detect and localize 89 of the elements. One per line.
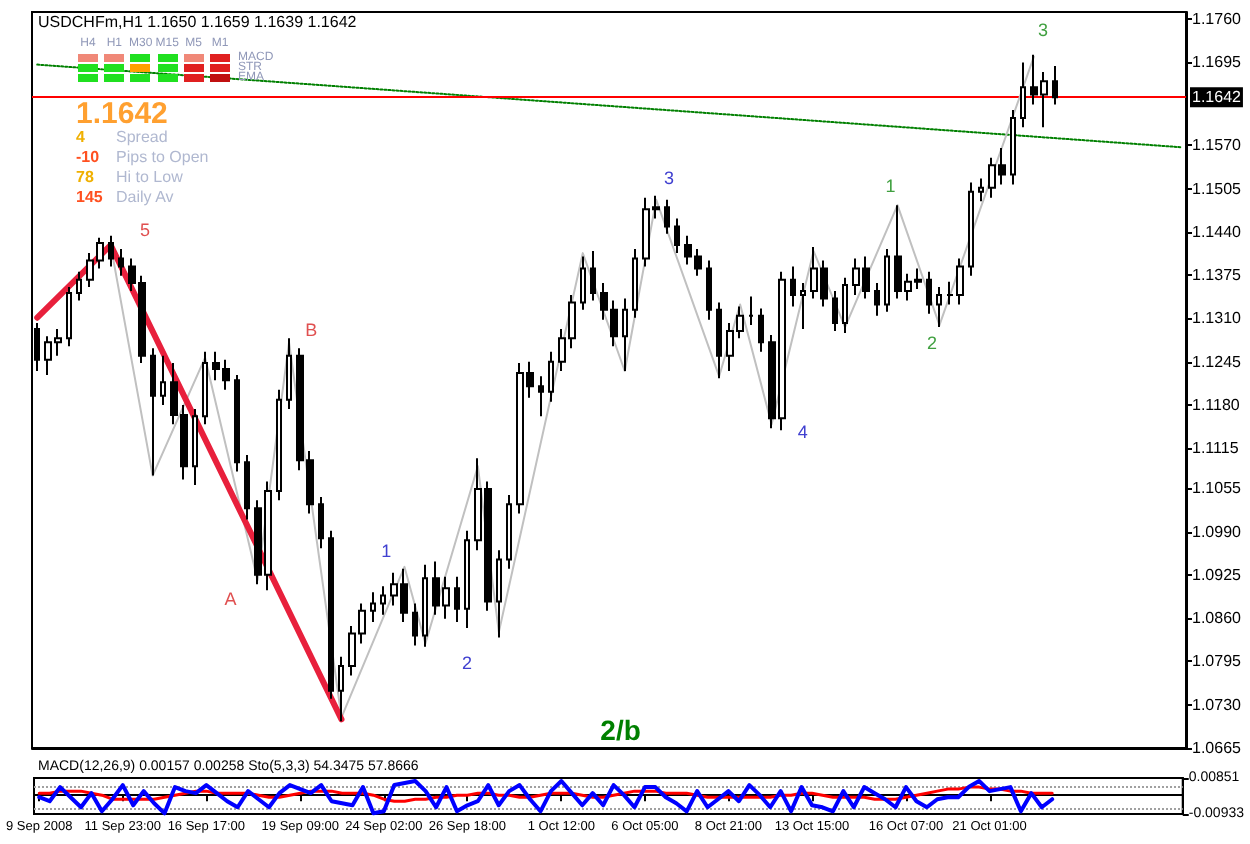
y-tick-label: 1.1055 (1192, 479, 1243, 498)
candlestick (580, 255, 586, 311)
y-tick-label: 1.1180 (1192, 395, 1241, 414)
candlestick (884, 248, 890, 313)
annotation: Hi to Low (116, 168, 183, 186)
candlestick (234, 374, 240, 473)
candlestick (150, 347, 156, 477)
annotation: Spread (116, 128, 168, 146)
annotation: Daily Av (116, 188, 174, 206)
candlestick (380, 585, 386, 616)
candlestick (422, 563, 428, 648)
candlestick (118, 248, 124, 277)
line-series (37, 779, 1055, 816)
candlestick (936, 286, 942, 329)
candlestick (318, 495, 324, 550)
y-tick-label: 1.0990 (1192, 522, 1243, 541)
annotation: 2 (927, 333, 938, 354)
candlestick (1052, 64, 1058, 106)
candlestick (664, 198, 670, 235)
candlestick (632, 248, 638, 319)
candlestick (706, 259, 712, 321)
candlestick (758, 307, 764, 353)
chart-title: USDCHFm,H1 1.1650 1.1659 1.1639 1.1642 (38, 13, 358, 31)
y-tick-label: 1.1760 (1192, 9, 1243, 28)
annotation: 4 (797, 422, 808, 443)
candlestick (108, 234, 114, 268)
candlestick (76, 270, 82, 302)
y-tick-label: 1.0730 (1192, 695, 1243, 714)
candlestick (496, 549, 502, 639)
candlestick (454, 575, 460, 624)
y-tick-label: 1.0795 (1192, 652, 1243, 671)
candlestick (800, 282, 806, 331)
candlestick (674, 217, 680, 255)
y-tick-label: 1.0665 (1192, 739, 1243, 757)
annotation: 78 (76, 168, 94, 186)
candlestick (244, 453, 250, 521)
ref-line-label: 1.1642 (1192, 88, 1243, 107)
candlestick (1010, 108, 1016, 186)
y-tick-label: 1.1310 (1192, 309, 1243, 328)
candlestick (978, 177, 984, 203)
candlestick (286, 337, 292, 410)
candlestick (748, 295, 754, 327)
y-tick-label: 1.1375 (1192, 266, 1243, 285)
line-series (37, 785, 1054, 803)
y-tick-label: 1.1440 (1192, 222, 1243, 241)
y-tick-label: 1.1245 (1192, 352, 1243, 371)
y-tick-label: 1.0925 (1192, 565, 1243, 584)
annotation: Pips to Open (116, 148, 209, 166)
candlestick (192, 407, 198, 486)
candlestick (716, 301, 722, 380)
annotation: -10 (76, 148, 100, 166)
candlestick (842, 276, 848, 335)
annotation: 1 (885, 175, 896, 196)
candlestick (506, 493, 512, 570)
candlestick (538, 375, 544, 418)
candlestick (328, 529, 334, 700)
candlestick (1020, 61, 1026, 129)
candlestick (968, 181, 974, 277)
annotation: 3 (663, 167, 675, 188)
annotation: 1 (381, 541, 392, 562)
y-tick-label: 1.1115 (1192, 439, 1240, 458)
candlestick (338, 655, 344, 723)
candlestick (202, 350, 208, 426)
y-tick-label: 1.1505 (1192, 179, 1243, 198)
candlestick (66, 286, 72, 348)
annotation: 1.1642 (76, 97, 168, 131)
candlestick (590, 250, 596, 302)
annotation: 145 (76, 188, 103, 206)
annotation: 5 (140, 219, 151, 240)
annotation: A (224, 589, 237, 610)
annotation: B (305, 319, 318, 340)
candlestick (548, 350, 554, 403)
y-tick-label: 1.1695 (1192, 52, 1243, 71)
y-tick-label: 1.1570 (1192, 136, 1243, 155)
candlestick (832, 290, 838, 333)
candlestick (926, 270, 932, 315)
y-tick-label: 1.0860 (1192, 609, 1243, 628)
candlestick (790, 265, 796, 308)
candlestick (370, 591, 376, 624)
candlestick (160, 354, 166, 406)
annotation: 3 (1037, 20, 1048, 41)
candlestick (874, 282, 880, 317)
candlestick (276, 388, 282, 502)
annotation: 4 (76, 128, 85, 146)
candlestick (464, 529, 470, 630)
annotation: 2/b (600, 713, 641, 746)
annotation: 2 (462, 653, 473, 674)
candlestick (412, 602, 418, 647)
candlestick (622, 297, 628, 373)
